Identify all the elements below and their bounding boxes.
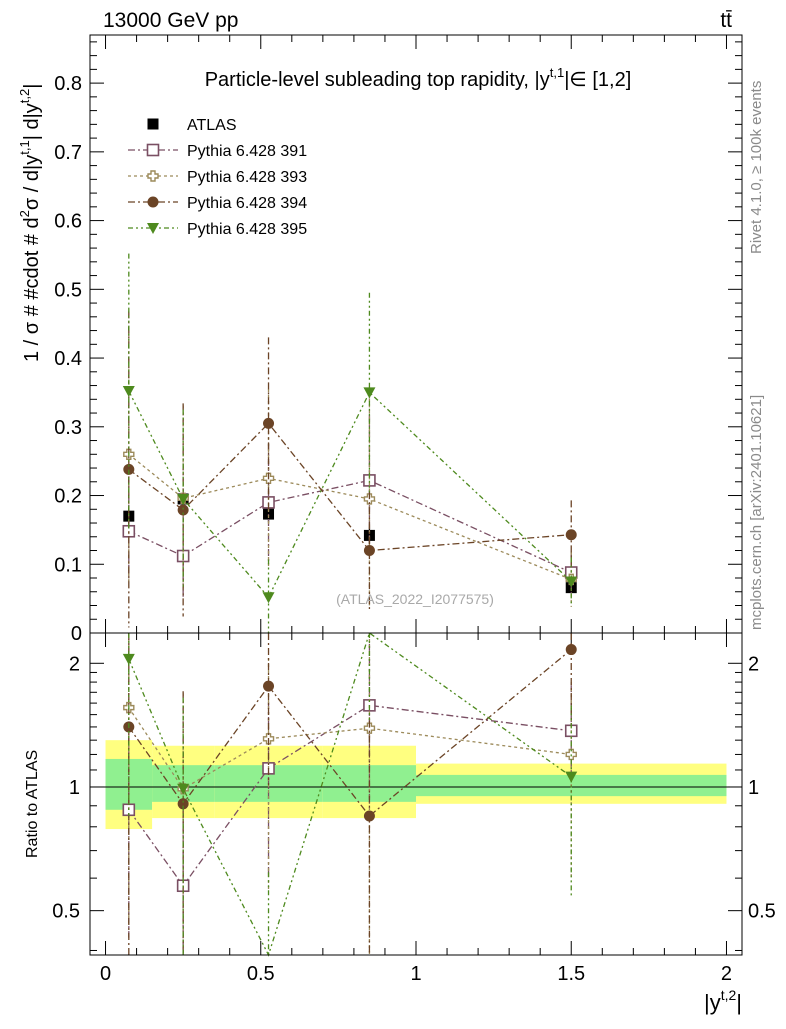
rivet-label: Rivet 4.1.0, ≥ 100k events — [748, 81, 765, 254]
main-ytick-label: 0.7 — [54, 142, 82, 164]
main-ytick-label: 0.1 — [54, 554, 82, 576]
main-point — [363, 387, 376, 399]
xtick-label: 0.5 — [247, 963, 275, 985]
legend-marker — [147, 118, 159, 130]
xtick-label: 1.5 — [557, 963, 585, 985]
ratio-point — [565, 644, 577, 656]
main-series-3 — [123, 311, 577, 628]
legend-entry-1: Pythia 6.428 391 — [128, 143, 307, 160]
ratio-ytick-label-left: 2 — [69, 653, 80, 675]
ratio-series-group — [122, 631, 578, 957]
legend-label: ATLAS — [187, 117, 237, 134]
main-ytick-label: 0.6 — [54, 211, 82, 233]
main-point — [363, 545, 375, 557]
legend-marker — [146, 143, 160, 157]
ratio-ytick-label-right: 1 — [748, 777, 759, 799]
xtick-label: 0 — [100, 963, 111, 985]
ratio-ylabel: Ratio to ATLAS — [24, 750, 41, 858]
legend-entry-4: Pythia 6.428 395 — [128, 221, 307, 238]
ratio-ytick-label-right: 2 — [748, 653, 759, 675]
ratio-point — [565, 771, 578, 783]
main-point — [177, 493, 190, 505]
main-ytick-label: 0.4 — [54, 348, 82, 370]
chart-title: Particle-level subleading top rapidity, … — [205, 65, 632, 91]
xtick-label: 2 — [721, 963, 732, 985]
legend-entry-3: Pythia 6.428 394 — [128, 195, 307, 212]
analysis-watermark: (ATLAS_2022_I2077575) — [336, 591, 494, 607]
main-point — [565, 529, 577, 541]
legend-label: Pythia 6.428 393 — [187, 169, 307, 186]
ratio-point — [263, 680, 275, 692]
energy-label: 13000 GeV pp — [103, 9, 238, 32]
ratio-ytick-label-right: 0.5 — [748, 901, 776, 923]
axis-ticks: 0 0.1 0.2 0.3 0.4 0.5 0.6 0.7 0.8 0 0.5 1 1.5 2 0.5 0.5… — [52, 35, 776, 985]
xtick-label: 1 — [410, 963, 421, 985]
main-ylabel: 1 / σ # #cdot # d2σ / d|yt,1| d|yt,2| — [17, 84, 43, 362]
ratio-frame — [89, 632, 743, 956]
legend-marker — [147, 170, 159, 182]
ratio-point — [363, 810, 375, 822]
ratio-point — [177, 798, 189, 810]
main-ytick-label: 0 — [71, 623, 82, 645]
main-point — [123, 463, 135, 475]
main-series-line — [128, 390, 572, 599]
main-series-line — [128, 422, 572, 552]
legend-label: Pythia 6.428 391 — [187, 143, 307, 160]
ratio-series-3 — [123, 633, 577, 955]
ratio-ytick-label-left: 0.5 — [52, 901, 80, 923]
legend-entry-2: Pythia 6.428 393 — [128, 169, 307, 186]
mcplots-label: mcplots.cern.ch [arXiv:2401.10621] — [748, 395, 765, 630]
process-label: tt̄ — [720, 9, 732, 32]
legend-entry-0: ATLAS — [147, 117, 237, 134]
main-point — [263, 417, 275, 429]
main-series-4 — [122, 253, 578, 633]
main-point — [177, 504, 189, 516]
legend-label: Pythia 6.428 394 — [187, 195, 307, 212]
ratio-series-line — [128, 649, 572, 817]
main-point — [122, 386, 135, 398]
ratio-point — [363, 722, 376, 734]
main-ytick-label: 0.5 — [54, 279, 82, 301]
ratio-series-line — [128, 704, 572, 887]
legend-label: Pythia 6.428 395 — [187, 221, 307, 238]
main-point — [565, 576, 578, 588]
legend-marker — [147, 223, 159, 234]
ratio-point — [122, 653, 135, 665]
main-ytick-label: 0.3 — [54, 417, 82, 439]
main-series-group — [122, 253, 578, 633]
xlabel: |yt,2| — [704, 987, 742, 1015]
legend-marker — [147, 196, 159, 208]
legend: ATLAS Pythia 6.428 391 Pythia 6.428 393 Pyt… — [128, 117, 307, 238]
ratio-point — [177, 783, 190, 795]
main-point — [262, 592, 275, 604]
ratio-ytick-label-left: 1 — [69, 777, 80, 799]
main-ytick-label: 0.2 — [54, 486, 82, 508]
main-ytick-label: 0.8 — [54, 73, 82, 95]
